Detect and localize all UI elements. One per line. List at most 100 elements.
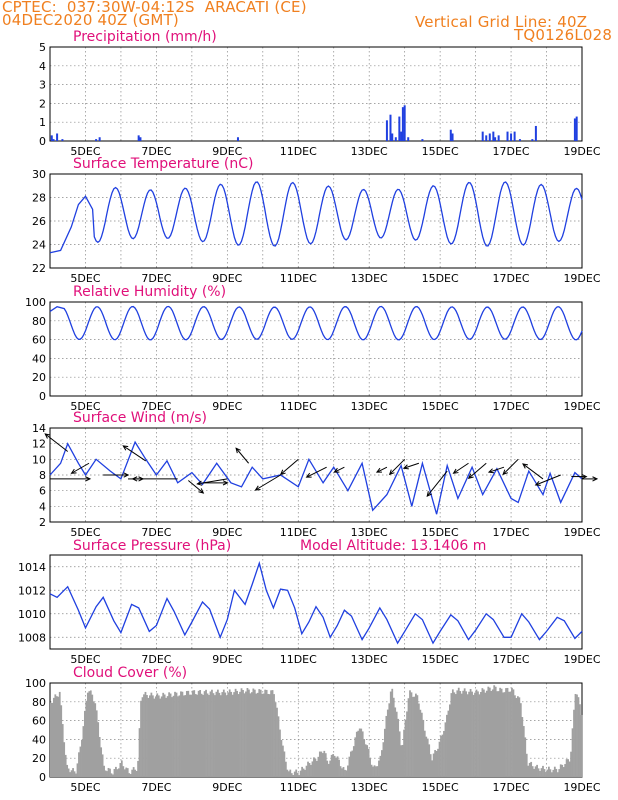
precip-bar <box>139 137 142 141</box>
cloud-bar <box>457 687 460 777</box>
precip-bar <box>506 131 509 141</box>
wind-arrow-head <box>452 468 459 474</box>
x-tick-label: 11DEC <box>280 272 317 285</box>
cloud-bar <box>150 692 153 777</box>
cloud-bar <box>279 729 281 777</box>
cloud-bar <box>370 764 373 777</box>
cloud-bar <box>211 689 213 777</box>
cloud-bar <box>97 722 100 777</box>
precip-bar <box>518 139 521 141</box>
cloud-bar <box>178 695 181 777</box>
cloud-bar <box>258 689 261 777</box>
plot-frame <box>49 173 583 269</box>
cloud-bar <box>250 692 253 777</box>
cloud-bar <box>88 691 91 777</box>
cloud-bar <box>318 751 321 777</box>
cloud-bar <box>299 770 302 777</box>
cloud-bar <box>409 690 411 777</box>
panel-title: Surface Pressure (hPa) <box>73 538 231 554</box>
cloud-bar <box>471 691 473 777</box>
cloud-bar <box>52 697 55 777</box>
cloud-bar <box>438 741 441 777</box>
precip-bar <box>492 131 495 141</box>
cloud-bar <box>416 695 419 777</box>
x-tick-label: 15DEC <box>422 400 459 413</box>
y-tick-label: 12 <box>32 438 46 451</box>
cloud-bar <box>425 736 428 777</box>
wind-arrow-head <box>254 485 261 491</box>
cloud-bar <box>573 709 575 777</box>
cloud-bar <box>151 695 154 777</box>
cloud-bar <box>480 691 482 777</box>
cloud-bar <box>70 770 73 777</box>
cloud-bar <box>51 702 54 777</box>
cloud-bar <box>61 724 64 777</box>
cloud-bar <box>543 769 546 777</box>
cloud-bar <box>268 694 271 777</box>
cloud-bar <box>344 769 346 777</box>
cloud-bar <box>500 688 503 777</box>
cloud-bar <box>389 691 392 777</box>
y-tick-label: 3 <box>39 79 46 92</box>
cloud-bar <box>302 768 305 777</box>
cloud-bar <box>172 695 175 777</box>
wind-arrow-head <box>333 467 340 473</box>
x-tick-label: 15DEC <box>422 145 459 158</box>
cloud-bar <box>147 697 150 777</box>
cloud-bar <box>478 694 481 777</box>
precip-bar <box>497 135 500 141</box>
cloud-bar <box>135 770 138 777</box>
cloud-bar <box>54 694 57 777</box>
y-tick-label: 2 <box>39 97 46 110</box>
cloud-bar <box>527 765 530 777</box>
precip-bar <box>403 105 406 141</box>
cloud-bar <box>212 693 215 777</box>
x-tick-label: 19DEC <box>563 781 600 794</box>
cloud-bar <box>57 696 60 777</box>
cloud-bar <box>332 754 335 777</box>
cloud-bar <box>236 690 238 777</box>
y-tick-label: 5 <box>39 41 46 54</box>
wind-arrow <box>44 433 69 452</box>
cloud-bar <box>496 691 499 777</box>
wind-arrow <box>453 462 469 474</box>
precip-bar <box>575 116 578 141</box>
precip-bar <box>56 133 59 141</box>
cloud-bar <box>506 687 509 777</box>
cloud-bar <box>276 707 278 777</box>
y-tick-label: 10 <box>32 453 46 466</box>
cloud-bar <box>154 696 157 777</box>
cloud-bar <box>230 691 233 777</box>
cloud-bar <box>185 690 188 777</box>
cloud-bar <box>426 738 429 777</box>
cloud-bar <box>358 728 361 777</box>
wind-arrow <box>122 445 147 462</box>
cloud-bar <box>435 750 438 777</box>
cloud-bar <box>386 709 389 777</box>
cloud-bar <box>208 695 210 777</box>
cloud-bar <box>397 718 400 777</box>
cloud-bar <box>67 768 70 777</box>
cloud-bar <box>514 695 516 777</box>
cloud-bar <box>381 750 383 777</box>
cloud-bar <box>123 769 126 777</box>
wind-arrow <box>71 462 90 474</box>
cloud-bar <box>100 747 103 777</box>
x-tick-label: 7DEC <box>141 526 171 539</box>
series-line <box>49 560 583 645</box>
cloud-bar <box>107 767 110 777</box>
x-tick-label: 11DEC <box>280 653 317 666</box>
x-tick-label: 5DEC <box>70 400 100 413</box>
cloud-bar <box>246 688 249 777</box>
cloud-bar <box>119 763 122 777</box>
cloud-bar <box>525 753 528 777</box>
cloud-bar <box>228 689 231 777</box>
cloud-bar <box>245 691 247 777</box>
cloud-bar <box>539 770 541 777</box>
cloud-bar <box>349 751 352 777</box>
cloud-bar <box>505 688 507 777</box>
cloud-bar <box>407 698 410 777</box>
cloud-bar <box>327 763 330 777</box>
cloud-bar <box>333 755 336 777</box>
cloud-bar <box>101 754 104 777</box>
